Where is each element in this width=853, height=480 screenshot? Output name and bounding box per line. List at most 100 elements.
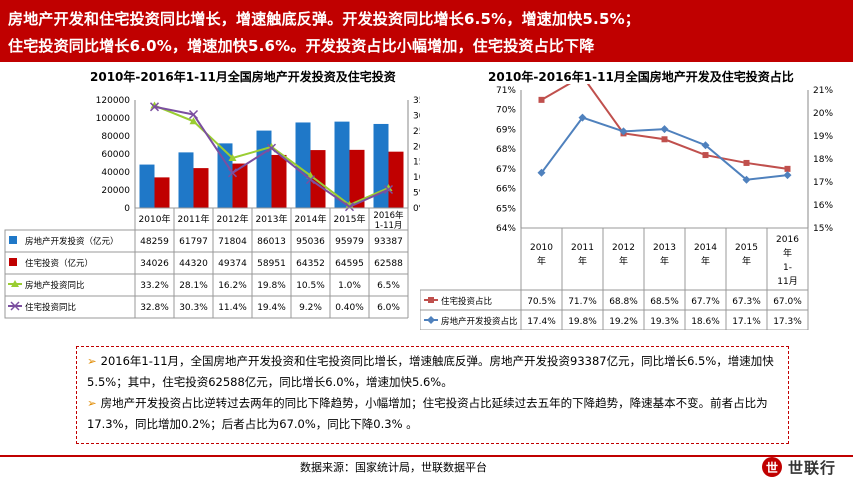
company-logo: 世 世联行 [762, 454, 836, 480]
x-tick-label: 年 [619, 255, 628, 267]
x-tick-label: 1- [783, 263, 792, 273]
data-label: 93387 [374, 237, 403, 247]
data-point [661, 136, 668, 143]
y-tick-right: 0% [413, 204, 420, 214]
bar [388, 151, 404, 208]
x-tick-label: 年 [742, 255, 751, 267]
bar [178, 152, 194, 208]
y-tick-left: 67% [496, 165, 516, 175]
y-tick-left: 100000 [96, 114, 131, 124]
data-point [227, 168, 238, 178]
legend-swatch [9, 258, 17, 266]
y-tick-left: 69% [496, 125, 516, 135]
data-label: 11.4% [218, 303, 247, 313]
x-tick-label: 2013 [653, 243, 676, 253]
data-label: 95979 [335, 237, 364, 247]
x-tick-label: 2012年 [217, 213, 249, 225]
data-label: 58951 [257, 259, 286, 269]
data-label: 6.5% [377, 281, 400, 291]
x-tick-label: 2011年 [178, 213, 210, 225]
y-tick-left: 80000 [101, 132, 130, 142]
data-point [538, 96, 545, 103]
x-tick-label: 年 [578, 255, 587, 267]
data-label: 19.2% [609, 317, 638, 327]
legend-marker [10, 301, 20, 311]
x-tick-label: 2015 [735, 243, 758, 253]
bar [334, 121, 350, 208]
data-label: 67.7% [691, 297, 720, 307]
x-tick-label: 2011 [571, 243, 594, 253]
data-label: 44320 [179, 259, 208, 269]
y-tick-right: 21% [813, 86, 833, 96]
data-point [188, 109, 199, 120]
x-tick-label: 年 [537, 255, 546, 267]
y-tick-right: 35% [413, 96, 420, 106]
y-tick-right: 17% [813, 178, 833, 188]
data-label: 68.5% [650, 297, 679, 307]
footer-divider [0, 455, 853, 457]
data-point [228, 154, 237, 162]
y-tick-right: 16% [813, 201, 833, 211]
summary-paragraph-2: ➢ 房地产开发投资占比逆转过去两年的同比下降趋势，小幅增加；住宅投资占比延续过去五… [87, 393, 778, 435]
data-point [783, 171, 792, 180]
legend-marker [427, 316, 435, 324]
x-tick-label: 2010 [530, 243, 553, 253]
data-point [383, 184, 394, 195]
data-label: 71.7% [568, 297, 597, 307]
data-label: 19.3% [650, 317, 679, 327]
bar [295, 122, 311, 208]
data-label: 16.2% [218, 281, 247, 291]
data-point [537, 168, 546, 177]
logo-icon: 世 [762, 457, 782, 477]
legend-label: 住宅投资同比 [25, 302, 76, 313]
bar [139, 164, 155, 208]
legend-marker [428, 297, 434, 303]
data-label: 33.2% [140, 281, 169, 291]
y-tick-left: 68% [496, 145, 516, 155]
bar [256, 130, 272, 208]
data-source: 数据来源：国家统计局，世联数据平台 [300, 461, 487, 474]
data-label: 61797 [179, 237, 208, 247]
data-label: 34026 [140, 259, 169, 269]
header-title-line-2: 住宅投资同比增长6.0%，增速加快5.6%。开发投资占比小幅增加，住宅投资占比下… [8, 37, 595, 55]
bar [217, 143, 233, 208]
data-label: 48259 [140, 237, 169, 247]
data-label: 67.3% [732, 297, 761, 307]
y-tick-right: 20% [413, 142, 420, 152]
data-label: 68.8% [609, 297, 638, 307]
data-label: 6.0% [377, 303, 400, 313]
data-label: 0.40% [335, 303, 364, 313]
x-tick-label: 2014年 [295, 213, 327, 225]
y-tick-left: 70% [496, 106, 516, 116]
y-tick-right: 30% [413, 111, 420, 121]
header-banner: 房地产开发和住宅投资同比增长，增速触底反弹。开发投资同比增长6.5%，增速加快5… [0, 0, 853, 62]
y-tick-right: 10% [413, 173, 420, 183]
data-label: 18.6% [691, 317, 720, 327]
y-tick-right: 15% [413, 158, 420, 168]
x-tick-label: 2010年 [139, 213, 171, 225]
data-point [660, 125, 669, 134]
x-tick-label: 11月 [777, 276, 797, 287]
y-tick-right: 20% [813, 109, 833, 119]
y-tick-left: 71% [496, 86, 516, 96]
legend-label: 房地产开发投资（亿元） [25, 236, 119, 247]
data-label: 17.4% [527, 317, 556, 327]
data-point [384, 183, 393, 191]
y-tick-left: 20000 [101, 186, 130, 196]
x-tick-label: 2016年 [373, 210, 404, 221]
data-point [701, 141, 710, 150]
x-tick-label: 2012 [612, 243, 635, 253]
legend-label: 房地产开发投资占比 [441, 316, 518, 327]
x-tick-label: 1-11月 [375, 221, 403, 231]
bullet-arrow-icon: ➢ [87, 354, 97, 368]
investment-bar-chart: 0 20000 40000 60000 80000 100000 120000 0% 5% 10%… [4, 96, 420, 319]
data-label: 71804 [218, 237, 247, 247]
y-tick-left: 60000 [101, 150, 130, 160]
data-label: 95036 [296, 237, 325, 247]
y-tick-left: 65% [496, 204, 516, 214]
data-label: 17.3% [773, 317, 802, 327]
bar [271, 154, 287, 208]
data-point [266, 143, 277, 153]
y-tick-left: 64% [496, 224, 516, 234]
data-point [742, 175, 751, 184]
